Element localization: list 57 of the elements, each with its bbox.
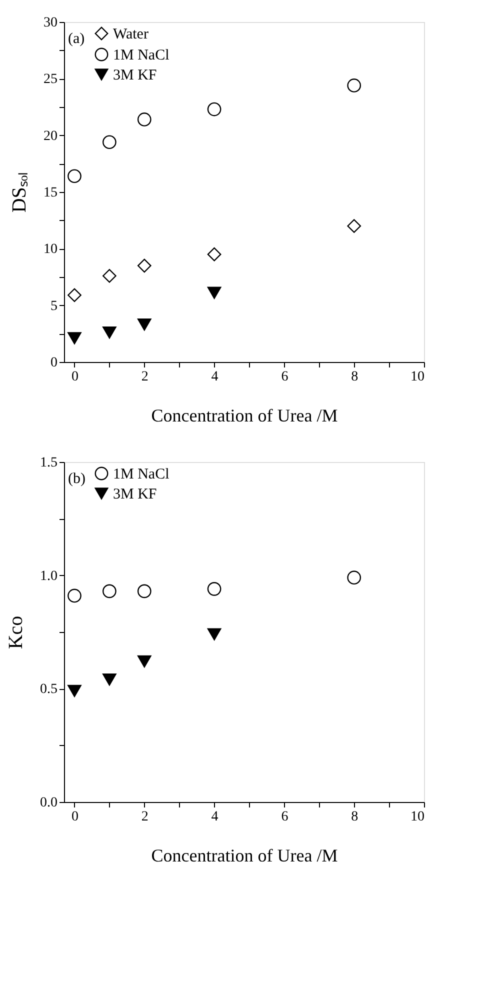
point (137, 318, 152, 331)
x-axis-title: Concentration of Urea /M (151, 846, 338, 866)
point (102, 268, 116, 283)
y-tick-label: 5 (50, 298, 58, 314)
x-tick-label: 8 (351, 810, 358, 824)
x-tick-label: 6 (281, 810, 288, 824)
point (207, 582, 222, 596)
x-tick-label: 2 (141, 370, 148, 384)
y-tick-label: 0 (50, 356, 58, 370)
x-axis-title: Concentration of Urea /M (151, 406, 338, 426)
y-tick-label: 15 (44, 186, 58, 200)
x-tick-label: 0 (71, 370, 78, 384)
point (68, 684, 82, 698)
point (68, 169, 82, 184)
point (347, 78, 362, 92)
point (102, 674, 116, 686)
x-tick-label: 6 (281, 370, 288, 384)
point (68, 588, 82, 603)
legend-label: 3M KF (113, 486, 157, 502)
point (347, 219, 362, 233)
point (137, 112, 152, 126)
point (137, 258, 152, 273)
legend-label: 3M KF (113, 68, 157, 84)
x-tick-label: 10 (410, 810, 424, 824)
x-tick-label: 4 (211, 370, 218, 384)
annotation: (b) (68, 471, 86, 487)
y-tick-label: 1.5 (40, 456, 58, 470)
x-tick-label: 4 (211, 810, 218, 824)
point (207, 628, 222, 640)
x-tick-label: 10 (410, 370, 424, 384)
x-tick-label: 0 (71, 810, 78, 824)
point (207, 247, 222, 262)
x-tick-label: 2 (141, 810, 148, 824)
point (207, 102, 222, 116)
y-tick-label: 0.5 (40, 682, 58, 698)
legend-label: Water (113, 26, 148, 42)
y-tick-label: 20 (44, 128, 58, 144)
y-axis-title: DSₛₒₗ (8, 172, 30, 213)
point (207, 286, 222, 299)
y-tick-label: 10 (44, 242, 58, 258)
point (68, 332, 82, 344)
point (102, 326, 116, 339)
y-tick-label: 1.0 (40, 568, 58, 584)
point (102, 584, 116, 598)
y-tick-label: 25 (44, 72, 58, 88)
legend-label: 1M NaCl (113, 466, 170, 482)
y-tick-label: 30 (44, 16, 58, 30)
y-axis-title: Kco (5, 616, 27, 650)
annotation: (a) (68, 31, 85, 47)
point (137, 655, 152, 668)
point (102, 135, 116, 150)
x-tick-label: 8 (351, 370, 358, 384)
legend-label: 1M NaCl (113, 48, 170, 64)
point (347, 570, 362, 585)
point (137, 584, 152, 598)
point (68, 288, 82, 302)
y-tick-label: 0.0 (40, 796, 58, 810)
